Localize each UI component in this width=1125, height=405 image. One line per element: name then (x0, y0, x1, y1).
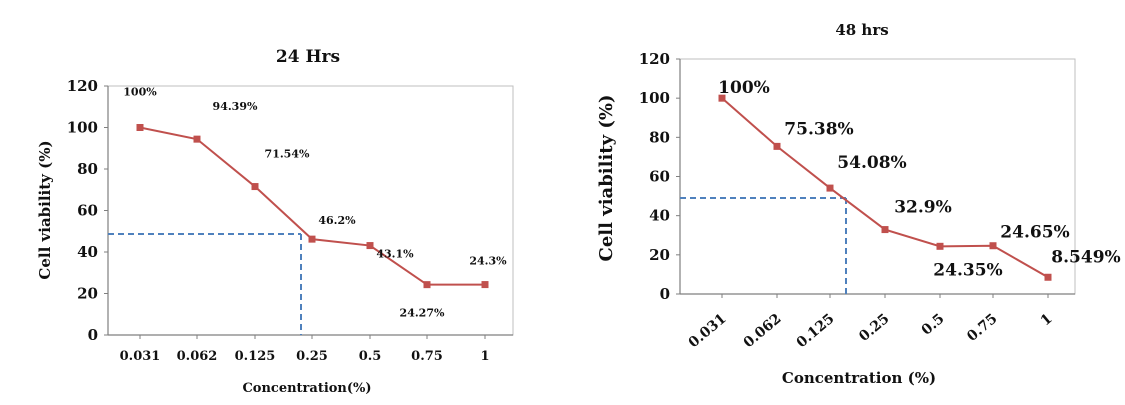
series-line (721, 97, 1049, 279)
data-point-marker (308, 235, 316, 243)
data-point-marker (1044, 273, 1052, 281)
data-label: 71.54% (265, 148, 310, 161)
data-point-marker (718, 94, 726, 102)
data-label: 46.2% (318, 214, 356, 227)
y-tick-label: 120 (639, 50, 670, 68)
data-point-marker (366, 242, 374, 250)
x-tick-label: 0.75 (964, 311, 1000, 345)
data-label: 94.39% (213, 100, 258, 113)
data-point-marker (936, 242, 944, 250)
x-tick-label: 0.031 (686, 311, 730, 351)
y-tick-label: 20 (77, 285, 98, 303)
x-tick-label: 0.062 (177, 349, 218, 364)
data-point-marker (773, 142, 781, 150)
x-tick-label: 0.5 (919, 311, 948, 339)
y-tick-label: 80 (77, 160, 98, 178)
x-tick-label: 0.031 (120, 349, 161, 364)
data-label: 8.549% (1051, 247, 1120, 267)
data-label: 24.35% (933, 260, 1002, 280)
y-tick-label: 80 (649, 128, 670, 146)
y-tick-label: 0 (88, 326, 98, 344)
y-tick-label: 60 (77, 202, 98, 220)
data-point-marker (481, 281, 489, 289)
x-axis-title: Concentration(%) (242, 381, 371, 396)
data-point-marker (989, 242, 997, 250)
x-tick-label: 0.125 (794, 311, 838, 351)
chart-title: 24 Hrs (276, 47, 340, 67)
data-label: 100% (718, 78, 770, 98)
data-label: 100% (123, 86, 157, 99)
data-point-marker (881, 226, 889, 234)
chart-panel-1: 0 20 40 60 80 100 120 0.031 0.062 0.125 0.25 0.5 0.7… (36, 47, 514, 396)
data-point-marker (193, 135, 201, 143)
plot-area-border (107, 85, 514, 336)
y-tick-label: 20 (649, 246, 670, 264)
data-point-marker (826, 184, 834, 192)
data-label: 24.27% (400, 307, 445, 320)
y-tick-label: 60 (649, 168, 670, 186)
data-label: 24.3% (469, 255, 507, 268)
data-point-marker (251, 183, 259, 191)
y-axis-title: Cell viability (%) (36, 140, 54, 279)
x-tick-label: 0.5 (359, 349, 382, 364)
y-axis-title: Cell viability (%) (596, 95, 617, 262)
x-tick-label: 0.25 (856, 311, 892, 345)
series-line (139, 126, 486, 286)
x-axis-title: Concentration (%) (782, 369, 936, 387)
y-tick-label: 120 (67, 77, 98, 95)
chart-title: 48 hrs (835, 21, 888, 39)
data-label: 24.65% (1000, 223, 1069, 243)
chart-panel-2: 0 20 40 60 80 100 120 0.031 0.062 0.125 0.25 0.5 0.7… (596, 21, 1121, 387)
data-label: 54.08% (837, 153, 906, 173)
x-tick-label: 0.25 (296, 349, 328, 364)
x-tick-label: 1 (1038, 311, 1056, 330)
data-point-marker (136, 124, 144, 131)
y-tick-label: 40 (77, 243, 98, 261)
x-tick-label: 1 (480, 349, 489, 364)
x-tick-label: 0.75 (411, 349, 443, 364)
data-label: 75.38% (784, 119, 853, 139)
y-tick-label: 100 (639, 89, 670, 107)
y-tick-label: 100 (67, 119, 98, 137)
data-label: 32.9% (894, 198, 952, 218)
y-tick-label: 0 (660, 285, 670, 303)
data-label: 43.1% (376, 248, 414, 261)
x-tick-label: 0.125 (235, 349, 276, 364)
data-point-marker (423, 281, 431, 289)
y-tick-label: 40 (649, 207, 670, 225)
x-tick-label: 0.062 (741, 311, 785, 351)
